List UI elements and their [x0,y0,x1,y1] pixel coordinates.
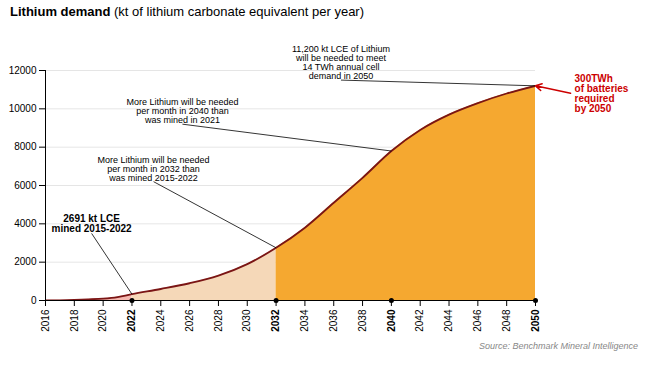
svg-text:12000: 12000 [9,65,37,76]
svg-text:6000: 6000 [14,180,37,191]
svg-text:10000: 10000 [9,103,37,114]
svg-text:2028: 2028 [213,309,224,332]
svg-text:2050: 2050 [530,309,541,332]
svg-text:2034: 2034 [299,309,310,332]
svg-text:2040: 2040 [386,309,397,332]
svg-text:2036: 2036 [328,309,339,332]
svg-text:2018: 2018 [69,309,80,332]
svg-text:2048: 2048 [501,309,512,332]
svg-text:2020: 2020 [97,309,108,332]
svg-text:2026: 2026 [184,309,195,332]
svg-text:2038: 2038 [357,309,368,332]
svg-text:2691 kt LCEmined 2015-2022: 2691 kt LCEmined 2015-2022 [52,213,132,234]
svg-text:2022: 2022 [126,309,137,332]
svg-text:2024: 2024 [155,309,166,332]
svg-text:2030: 2030 [241,309,252,332]
svg-text:2032: 2032 [270,309,281,332]
svg-text:2046: 2046 [472,309,483,332]
svg-text:2000: 2000 [14,256,37,267]
svg-text:2016: 2016 [40,309,51,332]
svg-text:2044: 2044 [443,309,454,332]
svg-text:More Lithium will be neededper: More Lithium will be neededper month in … [126,97,238,125]
svg-text:2042: 2042 [414,309,425,332]
svg-text:More Lithium will be neededper: More Lithium will be neededper month in … [98,155,210,183]
svg-text:8000: 8000 [14,141,37,152]
svg-text:300TWhof batteriesrequiredby 2: 300TWhof batteriesrequiredby 2050 [575,73,629,114]
svg-text:4000: 4000 [14,218,37,229]
html-text:Source: Benchmark Mineral Inte: Source: Benchmark Mineral Intelligence [478,341,638,351]
svg-text:11,200 kt LCE of Lithiumwill b: 11,200 kt LCE of Lithiumwill be needed t… [292,44,390,81]
svg-text:0: 0 [31,295,37,306]
html-text:Lithium demand (kt of lithium: Lithium demand (kt of lithium carbonate … [10,4,364,19]
